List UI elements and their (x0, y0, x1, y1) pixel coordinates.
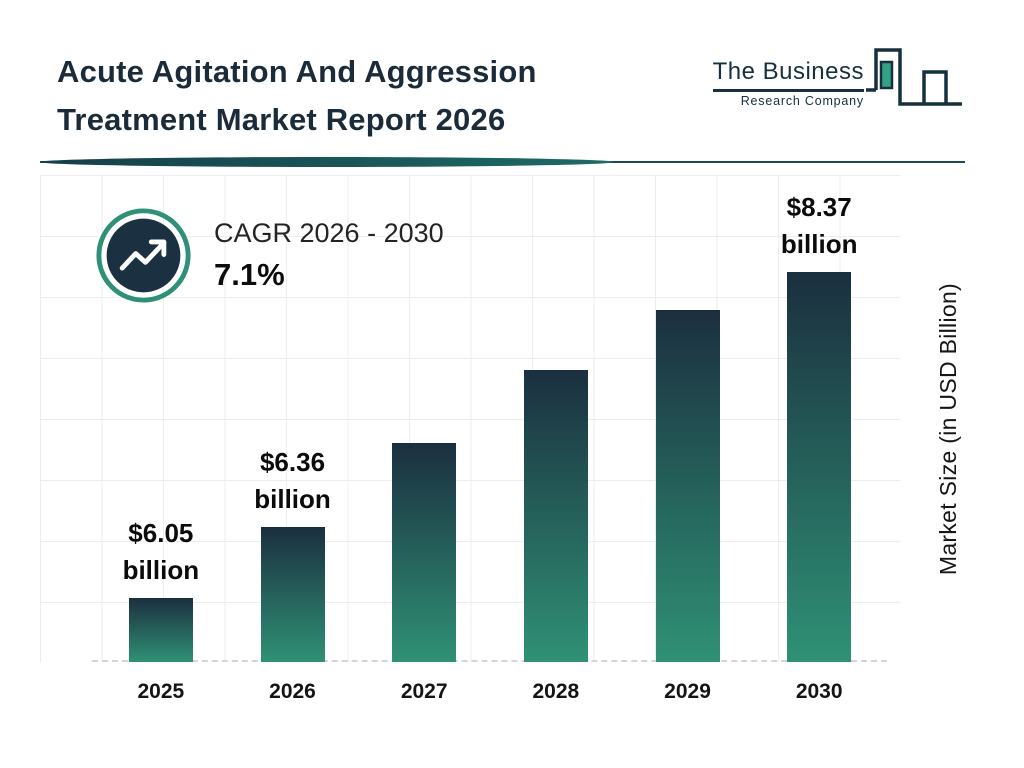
x-axis-labels: 2025 2026 2027 2028 2029 2030 (95, 680, 885, 704)
cagr-label: CAGR 2026 - 2030 (214, 218, 444, 248)
bar-2030 (787, 272, 852, 662)
company-logo-text: The Business Research Company (712, 58, 864, 108)
logo-company-name: The Business (712, 58, 864, 92)
x-axis-label-2029: 2029 (664, 680, 711, 703)
cagr-badge: CAGR 2026 - 2030 7.1% (95, 207, 444, 304)
company-logo: The Business Research Company (712, 48, 964, 118)
bar-2025 (128, 598, 193, 662)
bar-value-label-2026: $6.36 billion (254, 447, 331, 514)
x-axis-label-2030: 2030 (795, 680, 843, 703)
logo-company-subname: Research Company (740, 94, 864, 108)
chart-gridlines (40, 175, 900, 662)
bar-2026 (260, 527, 325, 662)
bar-chart-logo-icon (866, 48, 962, 106)
bar-value-label-2025: $6.05 billion (122, 518, 200, 585)
cagr-value: 7.1% (214, 257, 285, 292)
x-axis-label-2026: 2026 (269, 680, 316, 703)
page-title-line2: Treatment Market Report 2026 (57, 102, 506, 138)
page-title-line1: Acute Agitation And Aggression (57, 54, 537, 89)
bar-column-2029 (622, 310, 754, 662)
trend-up-icon (96, 208, 191, 303)
header-divider (40, 156, 965, 168)
page-title: Acute Agitation And Aggression Treatment … (57, 48, 537, 144)
header-divider-lens (40, 157, 614, 167)
bar-2029 (655, 310, 720, 662)
bar-value-label-2030: $8.37 billion (780, 192, 858, 259)
bar-column-2030: $8.37 billion (753, 189, 885, 662)
bar-column-2026: $6.36 billion (227, 444, 359, 662)
bar-column-2025: $6.05 billion (95, 515, 227, 662)
chart-baseline (92, 660, 887, 662)
bar-2028 (523, 370, 588, 662)
cagr-text: CAGR 2026 - 2030 7.1% (214, 218, 444, 293)
y-axis-label: Market Size (in USD Billion) (935, 283, 961, 576)
bar-plot: $6.05 billion $6.36 billion $8.37 billion (95, 190, 885, 662)
x-axis-label-2028: 2028 (532, 680, 580, 703)
x-axis-label-2025: 2025 (137, 680, 185, 703)
bar-column-2027 (358, 443, 490, 662)
bar-2027 (392, 443, 457, 662)
x-axis-label-2027: 2027 (400, 680, 448, 703)
bar-column-2028 (490, 370, 622, 662)
